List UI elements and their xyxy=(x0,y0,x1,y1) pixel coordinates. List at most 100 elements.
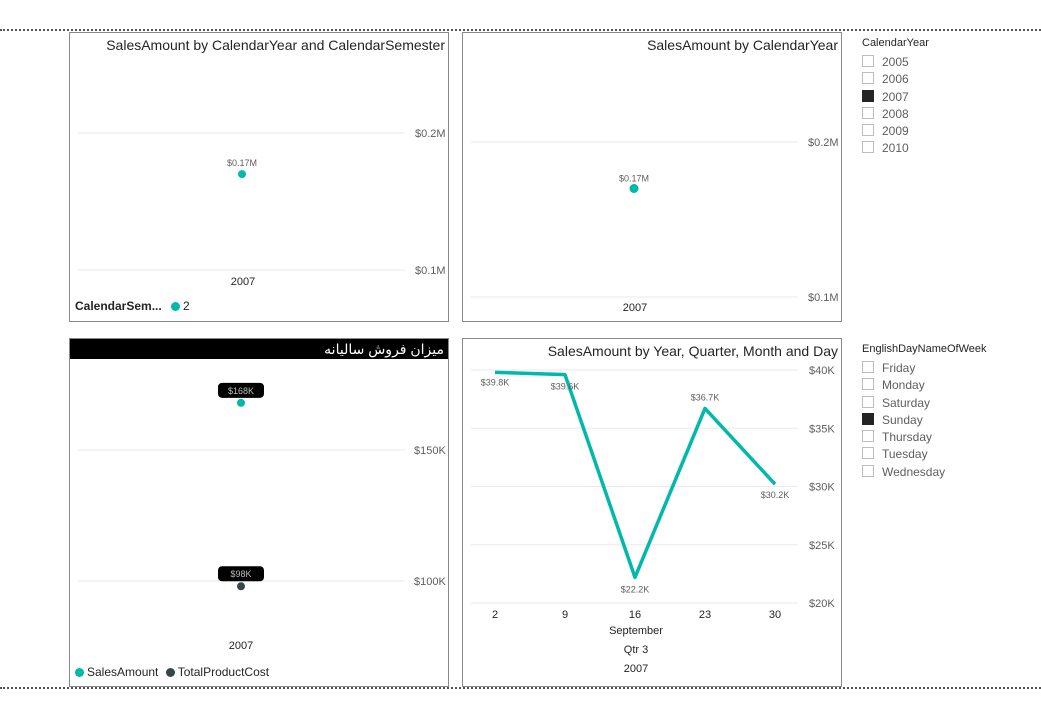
checkbox-icon[interactable] xyxy=(862,141,874,154)
chart-title: SalesAmount by CalendarYear and Calendar… xyxy=(106,37,445,53)
chart-year-panel[interactable]: SalesAmount by CalendarYear $0.2M $0.1M … xyxy=(462,32,842,322)
x-tick-label: 2007 xyxy=(229,640,253,652)
x-axis-month: September xyxy=(609,625,663,637)
data-label-bg xyxy=(218,566,264,582)
legend-item-cost[interactable]: TotalProductCost xyxy=(165,665,270,679)
data-label: $36.7K xyxy=(691,392,720,402)
legend: SalesAmount TotalProductCost xyxy=(75,665,269,679)
y-tick-label: $0.2M xyxy=(415,128,446,140)
checkbox-icon[interactable] xyxy=(862,106,874,119)
x-axis-quarter: Qtr 3 xyxy=(624,644,648,656)
chart-title-bar: میزان فروش سالیانه xyxy=(70,339,448,359)
checkbox-icon[interactable] xyxy=(862,124,874,137)
legend-dot xyxy=(171,302,181,311)
slicer-item[interactable]: 2005 xyxy=(862,54,929,71)
slicer-item[interactable]: 2010 xyxy=(862,140,929,157)
checkbox-icon[interactable] xyxy=(862,89,874,102)
slicer-item[interactable]: Saturday xyxy=(862,395,987,412)
data-label: $0.17M xyxy=(227,158,257,168)
data-point[interactable] xyxy=(629,184,639,193)
y-tick-label: $40K xyxy=(809,365,835,377)
y-tick-label: $30K xyxy=(809,482,835,494)
checkbox-icon[interactable] xyxy=(862,378,874,391)
slicer-item[interactable]: 2008 xyxy=(862,106,929,123)
checkbox-icon[interactable] xyxy=(862,72,874,85)
gridlines xyxy=(471,369,798,604)
chart-daily-sales-svg: $40K$35K$30K$25K$20K 2 9 16 23 30 September … xyxy=(471,365,835,675)
y-tick-label: $150K xyxy=(414,445,446,457)
y-tick-label: $35K xyxy=(809,423,835,435)
slicer-items: Friday Monday Saturday Sunday Thursday Tuesda… xyxy=(862,360,987,481)
chart-title: میزان فروش سالیانه xyxy=(324,341,444,357)
chart-title: SalesAmount by CalendarYear xyxy=(647,37,838,53)
slicer-item-label: 2007 xyxy=(882,89,909,104)
slicer-item-label: Tuesday xyxy=(882,447,928,462)
slicer-header: CalendarYear xyxy=(862,37,929,49)
x-tick-label: 23 xyxy=(699,609,711,621)
slicer-header: EnglishDayNameOfWeek xyxy=(862,343,987,355)
data-point-cost[interactable] xyxy=(237,582,245,591)
data-label: $98K xyxy=(230,569,251,579)
checkbox-icon[interactable] xyxy=(862,395,874,408)
slicer-item-label: 2005 xyxy=(882,55,909,69)
y-tick-label: $0.2M xyxy=(808,137,839,149)
y-tick-label: $0.1M xyxy=(808,292,839,304)
series-line[interactable] xyxy=(494,370,777,580)
data-point-sales[interactable] xyxy=(237,398,245,407)
data-label: $22.2K xyxy=(621,584,650,594)
chart-annual-sales-svg: $150K $100K 2007 $168K $98K xyxy=(78,382,446,652)
slicer-item[interactable]: Friday xyxy=(862,360,987,377)
legend-title: CalendarSem... xyxy=(75,299,162,313)
slicer-item[interactable]: 2009 xyxy=(862,123,929,140)
canvas-bottom-border xyxy=(0,687,1041,689)
data-label: $168K xyxy=(228,386,254,396)
slicer-item-label: Friday xyxy=(882,361,916,375)
data-label: $0.17M xyxy=(619,174,649,184)
data-label: $30.2K xyxy=(761,490,790,500)
chart-annual-sales-panel[interactable]: میزان فروش سالیانه $150K $100K 2007 $168… xyxy=(69,338,449,687)
slicer-item-label: Wednesday xyxy=(882,464,946,479)
legend-item[interactable]: 2 xyxy=(171,299,190,313)
x-tick-label: 9 xyxy=(562,609,568,621)
y-tick-label: $0.1M xyxy=(415,265,446,277)
checkbox-icon[interactable] xyxy=(862,430,874,443)
legend-item-label: TotalProductCost xyxy=(177,665,270,679)
chart-daily-sales-panel[interactable]: SalesAmount by Year, Quarter, Month and … xyxy=(462,338,842,687)
marks: $39.8K $39.6K $22.2K $36.7K $30.2K xyxy=(481,370,790,594)
slicer-item[interactable]: Monday xyxy=(862,377,987,394)
slicer-item-label: 2009 xyxy=(882,124,909,139)
checkbox-icon[interactable] xyxy=(862,55,874,67)
slicer-item[interactable]: Wednesday xyxy=(862,464,987,481)
checkbox-icon[interactable] xyxy=(862,447,874,460)
slicer-item-label: 2008 xyxy=(882,106,909,121)
checkbox-icon[interactable] xyxy=(862,464,874,477)
slicer-item-label: Thursday xyxy=(882,430,933,445)
chart-year-svg: $0.2M $0.1M 2007 $0.17M xyxy=(471,137,839,314)
slicer-calendar-year: CalendarYear 2005 2006 2007 2008 2009 2010 xyxy=(862,37,929,158)
y-tick-label: $25K xyxy=(809,540,835,552)
slicer-item[interactable]: 2006 xyxy=(862,71,929,88)
legend-item-label: 2 xyxy=(183,299,190,313)
legend: CalendarSem... 2 xyxy=(75,299,190,313)
legend-dot xyxy=(75,668,84,677)
checkbox-icon[interactable] xyxy=(862,361,874,373)
legend-item-sales[interactable]: SalesAmount xyxy=(75,665,158,679)
slicer-item-label: 2010 xyxy=(882,141,909,156)
data-label: $39.8K xyxy=(481,377,510,387)
slicer-item[interactable]: Sunday xyxy=(862,412,987,429)
chart-semester-panel[interactable]: SalesAmount by CalendarYear and Calendar… xyxy=(69,32,449,322)
marks: $0.17M xyxy=(227,158,257,179)
y-ticks: $40K $35K $30K $25K $20K xyxy=(809,365,835,610)
y-tick-label: $100K xyxy=(414,576,446,588)
y-tick-label: $20K xyxy=(809,598,835,610)
slicer-item[interactable]: Thursday xyxy=(862,429,987,446)
x-tick-label: 2 xyxy=(492,609,498,621)
chart-semester-svg: $0.2M $0.1M 2007 $0.17M xyxy=(78,128,446,288)
data-point[interactable] xyxy=(238,170,246,179)
slicer-item[interactable]: 2007 xyxy=(862,89,929,106)
slicer-item[interactable]: Tuesday xyxy=(862,446,987,463)
x-tick-label: 2007 xyxy=(231,276,255,288)
data-label-bg xyxy=(218,382,264,398)
checkbox-icon[interactable] xyxy=(862,412,874,425)
slicer-item-label: 2006 xyxy=(882,72,909,87)
